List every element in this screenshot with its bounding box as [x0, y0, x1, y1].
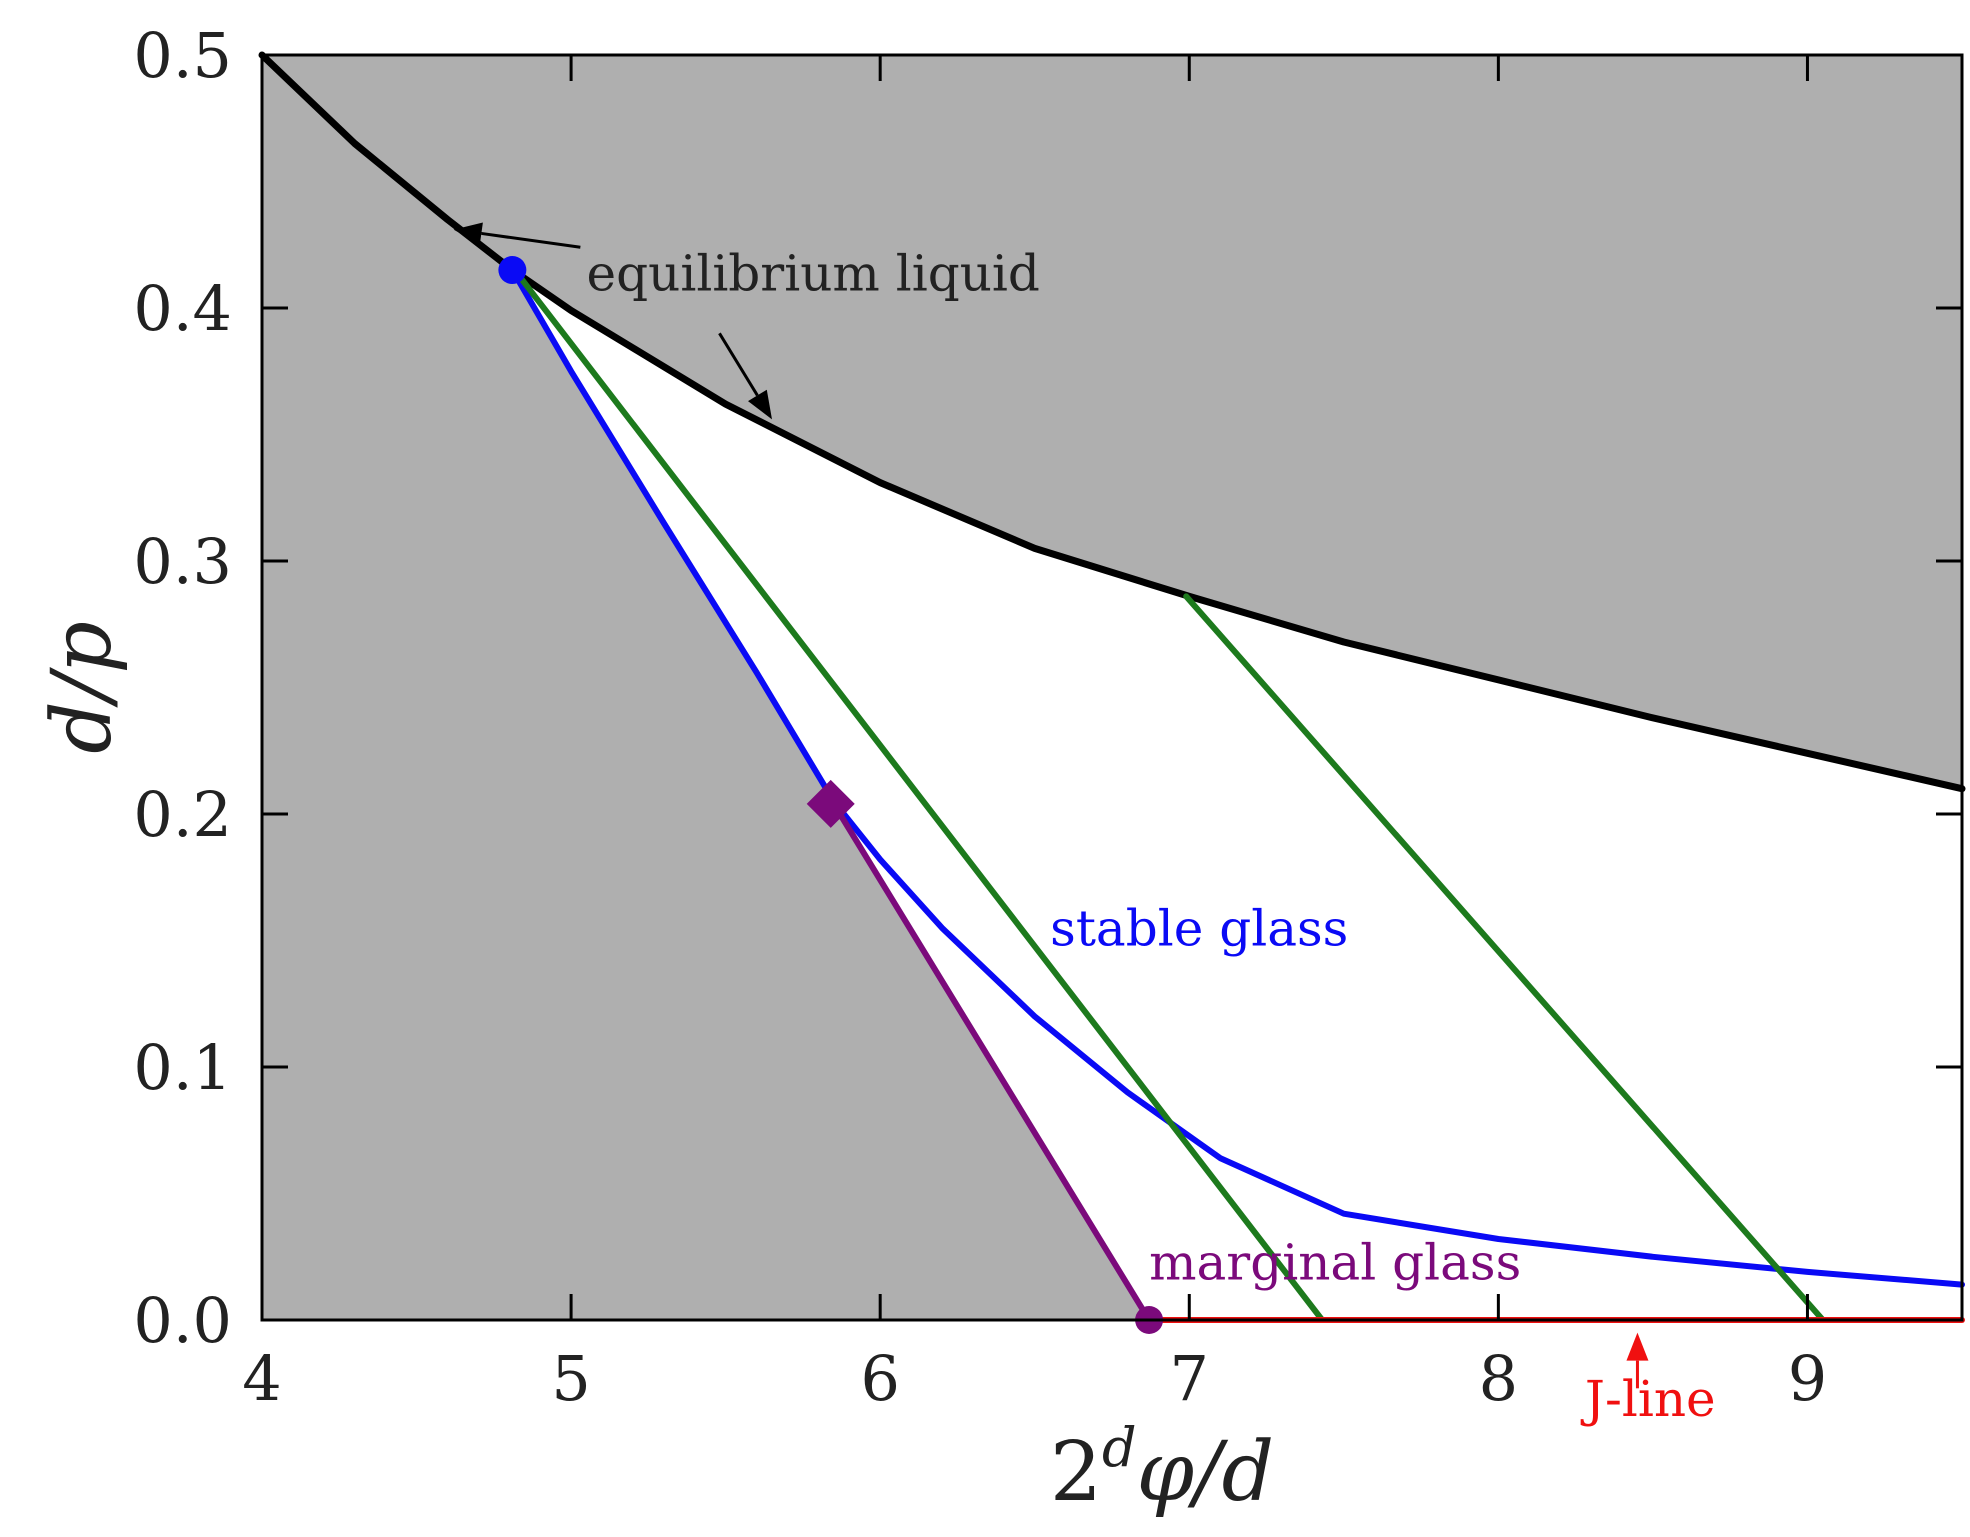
label-layer: 4 5 6 7 8 9 0.0 0.1 0.2 0.3 0.4 0.5 2dφ/d d/p: [35, 19, 1827, 1520]
y-axis-title: d/p: [35, 621, 130, 754]
x-tick-label: 7: [1170, 1342, 1209, 1415]
y-tick-label: 0.1: [133, 1031, 232, 1104]
marker-point-0: [498, 256, 527, 285]
marker-layer: [498, 256, 1164, 1334]
series-liquid-line: [258, 51, 1966, 793]
x-tick-label: 8: [1479, 1342, 1518, 1415]
series-stable-line: [509, 267, 1965, 1288]
plot-frame: [260, 53, 1964, 1322]
series-marginal-line: [830, 800, 1153, 1323]
annotation-arrow-head-1: [748, 389, 772, 420]
annotation-label-1: stable glass: [1050, 900, 1348, 958]
x-tick-label: 4: [242, 1342, 281, 1415]
y-tick-label: 0.2: [133, 778, 232, 851]
equilibrium-liquid-region: [262, 55, 1962, 789]
y-tick-label: 0.5: [133, 19, 232, 92]
x-tick-label: 5: [551, 1342, 590, 1415]
annotation-arrow-head-2: [1626, 1332, 1649, 1361]
plot-border: [260, 53, 1964, 1322]
x-tick-label: 9: [1788, 1342, 1827, 1415]
y-tick-label: 0.0: [133, 1284, 232, 1357]
x-axis-title: 2dφ/d: [1050, 1416, 1274, 1520]
annotation-label-3: J-line: [1580, 1370, 1716, 1428]
x-tick-label: 6: [860, 1342, 899, 1415]
y-tick-label: 0.3: [133, 525, 232, 598]
series-green2-line: [1183, 593, 1826, 1323]
shaded-region-layer: [262, 55, 1962, 1320]
annotation-label-0: equilibrium liquid: [587, 244, 1040, 302]
series-green1-line: [515, 272, 1326, 1323]
y-tick-label: 0.4: [133, 272, 232, 345]
annotation-label-2: marginal glass: [1149, 1234, 1521, 1292]
annotation-arrow-shaft-0: [481, 231, 581, 249]
glass-inaccessible-region: [262, 55, 1150, 1320]
marker-diamond-1: [806, 779, 855, 828]
annotation-arrow-shaft-1: [718, 332, 759, 397]
annotation-arrow-head-0: [453, 222, 483, 245]
annotation-layer: equilibrium liquid stable glass marginal g…: [453, 222, 1716, 1428]
